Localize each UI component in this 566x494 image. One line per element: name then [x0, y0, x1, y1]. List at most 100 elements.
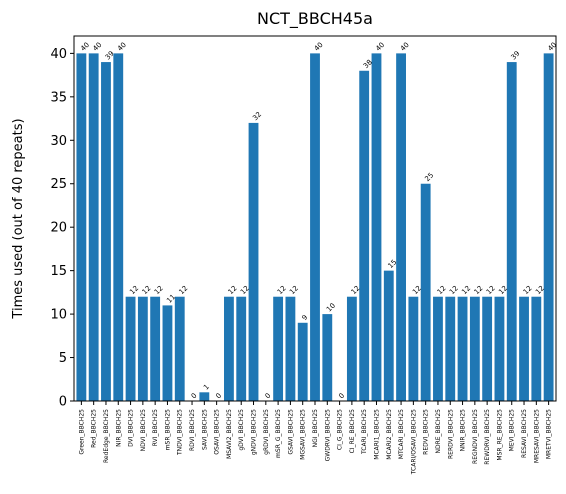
bar-value-label: 9: [300, 313, 309, 322]
x-tick-label: MCARI1_BBCH25: [373, 409, 380, 460]
bar: [199, 392, 210, 401]
bar-value-label: 40: [546, 41, 558, 53]
x-tick-label: MCARI2_BBCH25: [386, 409, 393, 460]
bar-value-label: 12: [522, 284, 534, 296]
x-tick-label: SAVI_BBCH25: [201, 409, 208, 450]
bar-value-label: 12: [153, 284, 165, 296]
x-tick-label: MSAVI2_BBCH25: [226, 409, 233, 459]
x-tick-label: RVI_BBCH25: [152, 409, 159, 446]
x-tick-label: MTCARI_BBCH25: [398, 409, 405, 459]
y-axis: 0 5 10 15 20 25 30 35 40: [50, 47, 74, 410]
x-tick-label: CI_G_BBCH25: [337, 409, 344, 450]
y-tick-label: 25: [50, 177, 67, 192]
bar: [224, 296, 234, 401]
bar-value-label: 12: [239, 284, 251, 296]
x-tick-label: gDVI_BBCH25: [238, 409, 245, 451]
bar: [346, 296, 357, 401]
y-tick-label: 35: [50, 90, 67, 105]
y-tick-label: 5: [59, 351, 67, 366]
bar-value-label: 11: [165, 293, 177, 305]
x-tick-label: DVI_BBCH25: [128, 409, 135, 447]
bar-value-label: 0: [214, 392, 223, 401]
bar-value-label: 0: [337, 392, 346, 401]
bar-value-label: 25: [423, 171, 435, 183]
x-tick-label: GWDRVI_BBCH25: [324, 409, 331, 462]
x-tick-label: GSAVI_BBCH25: [287, 409, 294, 455]
bar: [445, 296, 456, 401]
bar: [543, 53, 554, 401]
bar: [433, 296, 443, 401]
x-tick-label: REWDRVI_BBCH25: [484, 409, 491, 465]
bar-value-label: 40: [374, 41, 386, 53]
bar-value-label: 12: [178, 284, 190, 296]
y-tick-label: 30: [50, 134, 67, 149]
bar: [125, 296, 136, 401]
x-tick-label: TCARI/OSAVI_BBCH25: [410, 409, 417, 475]
bar: [506, 62, 517, 401]
x-tick-label: gRDVI_BBCH25: [263, 409, 270, 455]
y-tick-label: 0: [59, 395, 67, 410]
x-tick-label: RERDVI_BBCH25: [447, 409, 454, 459]
bar-value-label: 12: [227, 284, 239, 296]
y-tick-label: 20: [50, 221, 67, 236]
bar-value-label: 12: [460, 284, 472, 296]
x-tick-label: NIR_BBCH25: [115, 409, 122, 447]
bar: [174, 296, 185, 401]
x-tick-label: CI_RE_BBCH25: [349, 409, 356, 454]
x-tick-label: NGI_BBCH25: [312, 409, 319, 448]
x-tick-label: gNDVI_BBCH25: [251, 409, 258, 455]
bar: [248, 122, 259, 402]
bar-value-label: 10: [325, 302, 337, 314]
bar-value-label: 12: [436, 284, 448, 296]
bar: [101, 62, 111, 401]
bar: [371, 53, 382, 401]
bar-value-label: 12: [276, 284, 288, 296]
bar: [457, 296, 468, 401]
bar: [273, 296, 284, 401]
bar-value-label: 12: [141, 284, 153, 296]
bar: [76, 53, 87, 401]
bar: [359, 70, 370, 401]
x-tick-label: RDVI_BBCH25: [189, 409, 196, 451]
x-tick-label: mSR_BBCH25: [164, 409, 171, 450]
bar-value-label: 32: [251, 110, 263, 122]
bar-value-label: 15: [387, 258, 399, 270]
bar: [285, 296, 296, 401]
x-tick-label: MGSAVI_BBCH25: [300, 409, 307, 460]
bar: [322, 314, 333, 401]
bar: [162, 305, 173, 401]
x-tick-label: RESAVI_BBCH25: [521, 409, 528, 458]
x-tick-label: MRESAVI_BBCH25: [533, 409, 540, 463]
bar-value-label: 12: [497, 284, 509, 296]
x-tick-label: MEVI_BBCH25: [509, 409, 516, 451]
bars-group: [76, 53, 554, 402]
x-axis: Green_BBCH25 Red_BBCH25 RedEdge_BBCH25 NIR_…: [78, 401, 553, 475]
x-tick-label: REGNDVI_BBCH25: [472, 409, 479, 464]
x-tick-label: TNDVI_BBCH25: [177, 409, 184, 456]
bar: [310, 53, 320, 401]
bar: [408, 296, 419, 401]
bar: [150, 296, 161, 401]
bar-value-label: 12: [448, 284, 460, 296]
bar-value-label: 12: [128, 284, 140, 296]
bar-value-label: 12: [350, 284, 362, 296]
x-tick-label: RedEdge_BBCH25: [103, 409, 110, 463]
bar-value-label: 12: [485, 284, 497, 296]
y-tick-label: 15: [50, 264, 67, 279]
bar-value-label: 0: [190, 392, 199, 401]
y-tick-label: 40: [50, 47, 67, 62]
plot-frame: [73, 35, 557, 402]
bar-value-label: 40: [399, 41, 411, 53]
y-axis-label: Times used (out of 40 repeats): [11, 118, 26, 319]
bar-value-label: 40: [79, 41, 91, 53]
bar: [469, 296, 480, 401]
bar: [137, 296, 148, 401]
x-tick-label: NDRE_BBCH25: [435, 409, 442, 454]
bar-value-label: 0: [264, 392, 273, 401]
bar-value-label: 38: [362, 58, 374, 70]
bar-value-label: 40: [313, 41, 325, 53]
bar: [383, 270, 394, 401]
